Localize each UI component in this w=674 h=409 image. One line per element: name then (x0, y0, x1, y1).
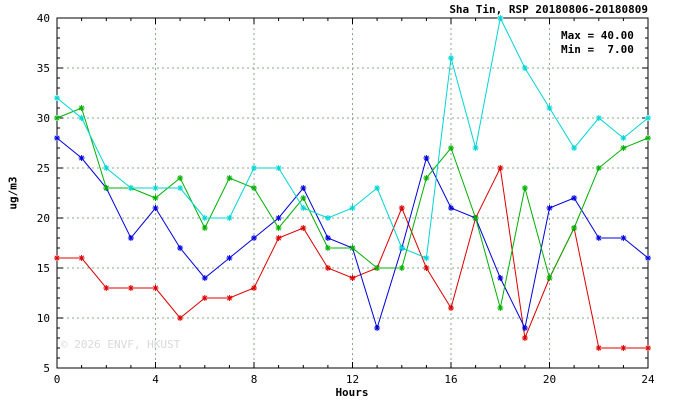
y-tick-label: 25 (37, 162, 50, 175)
y-tick-label: 20 (37, 212, 50, 225)
min-annotation: Min = 7.00 (561, 43, 634, 56)
y-tick-label: 30 (37, 112, 50, 125)
max-annotation: Max = 40.00 (561, 29, 634, 42)
x-tick-label: 24 (641, 373, 655, 386)
x-tick-label: 20 (543, 373, 556, 386)
y-tick-label: 10 (37, 312, 50, 325)
series-markers-cyan (54, 15, 651, 261)
chart-title: Sha Tin, RSP 20180806-20180809 (449, 3, 648, 16)
y-axis-label: ug/m3 (6, 176, 20, 210)
x-axis-label: Hours (335, 386, 369, 399)
y-tick-label: 15 (37, 262, 50, 275)
x-tick-label: 4 (152, 373, 159, 386)
x-tick-label: 8 (251, 373, 258, 386)
plot-frame (56, 17, 649, 369)
y-tick-label: 5 (43, 362, 50, 375)
series-markers-green (54, 105, 651, 311)
x-tick-label: 16 (444, 373, 457, 386)
x-tick-label: 12 (346, 373, 359, 386)
watermark: © 2026 ENVF, HKUST (61, 338, 181, 351)
x-tick-label: 0 (54, 373, 61, 386)
y-tick-label: 35 (37, 62, 50, 75)
y-tick-label: 40 (37, 12, 50, 25)
